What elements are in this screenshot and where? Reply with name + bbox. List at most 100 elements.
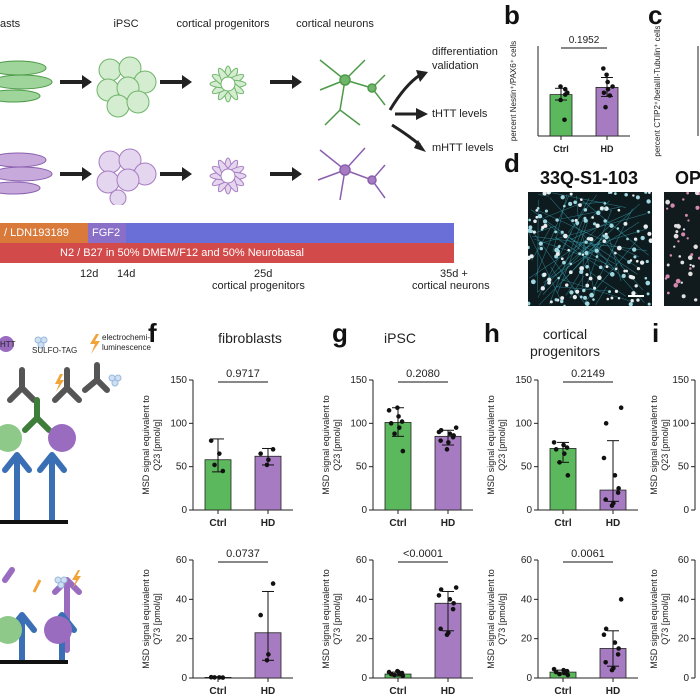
chart-f-top: MSD signal equivalent toQ23 [pmol/g] 0 50 1…	[141, 368, 293, 529]
data-point	[603, 497, 608, 502]
data-point	[562, 117, 567, 123]
p-value-label: 0.2080	[406, 368, 440, 380]
timeline-bar-n2b27: N2 / B27 in 50% DMEM/F12 and 50% Neuroba…	[0, 243, 454, 263]
y-tick-label: 60	[356, 555, 368, 566]
x-tick-label: HD	[601, 144, 614, 154]
sulfo-tag-icon	[34, 336, 48, 349]
data-point	[438, 626, 443, 632]
y-tick-label: 20	[356, 634, 368, 645]
y-axis-label: percent Nestin⁺/PAX6⁺ cells	[509, 41, 518, 141]
timeline-bar-blue	[126, 223, 454, 243]
y-tick-label: 60	[521, 555, 533, 566]
y-axis-label: MSD signal equivalent toQ23 [pmol/g]	[321, 395, 342, 495]
data-point	[601, 455, 607, 461]
legend-htt-label: HTT	[0, 340, 16, 349]
data-point	[450, 606, 456, 612]
data-point	[553, 447, 559, 452]
y-tick-label: 60	[176, 555, 188, 566]
data-point	[601, 66, 606, 71]
x-tick-label: HD	[261, 518, 275, 529]
data-point	[565, 90, 570, 96]
x-tick-label: Ctrl	[553, 144, 569, 154]
panel-letter-b: b	[504, 0, 520, 30]
y-tick-label: 150	[515, 375, 532, 386]
stage-label-cortical-progenitors: cortical progenitors	[176, 18, 270, 30]
chart-title-ipsc: iPSC	[384, 330, 416, 346]
y-axis-label: MSD signal equivalent toQ73 [pmol/g]	[141, 569, 162, 669]
data-point	[392, 431, 397, 437]
data-point	[446, 630, 451, 636]
legend-sulfo-label: SULFO-TAG	[32, 346, 78, 355]
data-point	[436, 593, 442, 598]
p-value-label: 0.2149	[571, 368, 605, 380]
y-axis-label: MSD signal equivalent toQ23 [pmol/g]	[649, 395, 670, 495]
x-tick-label: Ctrl	[554, 518, 571, 529]
timeline-tick-12d: 12d	[80, 268, 99, 280]
progenitor-hd-icon	[209, 157, 247, 195]
y-axis-label: MSD signal equivalent toQ73 [pmol/g]	[486, 569, 507, 669]
data-point	[603, 421, 609, 426]
y-tick-label: 100	[672, 418, 689, 429]
p-value-label: 0.1952	[569, 35, 600, 46]
y-axis-label: percent CTIP2⁺/betaIII-Tubulin⁺ cells	[653, 26, 662, 157]
micrograph-33q	[528, 192, 652, 306]
data-point	[438, 438, 443, 443]
data-point	[605, 79, 610, 85]
chart-c: percent CTIP2⁺/betaIII-Tubulin⁺ cells	[653, 26, 699, 157]
data-point	[616, 646, 621, 651]
data-point	[612, 473, 618, 478]
y-tick-label: 100	[170, 418, 187, 429]
panel-letter-d: d	[504, 148, 520, 178]
data-point	[603, 626, 609, 632]
data-point	[212, 462, 217, 468]
x-tick-label: Ctrl	[389, 686, 406, 697]
data-point	[616, 486, 621, 491]
y-tick-label: 20	[176, 634, 188, 645]
chart-b: percent Nestin⁺/PAX6⁺ cells Ctrl HD 0.1952	[509, 35, 630, 154]
stage-label-fibroblasts: asts	[0, 18, 21, 30]
timeline-tick-35d: 35d +	[440, 268, 468, 280]
msd-assay-illustration	[0, 334, 122, 664]
micrograph-op	[664, 192, 700, 306]
lightning-icon	[90, 334, 100, 354]
data-point	[399, 419, 405, 424]
y-tick-label: 0	[526, 505, 532, 516]
fibroblast-ctrl-icon	[0, 60, 53, 103]
data-point	[615, 490, 621, 495]
y-tick-label: 20	[678, 634, 690, 645]
data-point	[220, 468, 226, 474]
micrograph-title-1: 33Q-S1-103	[540, 168, 639, 188]
data-point	[615, 652, 621, 657]
data-point	[558, 84, 563, 89]
x-tick-label: Ctrl	[209, 518, 226, 529]
data-point	[601, 90, 607, 96]
data-point	[208, 438, 214, 443]
data-point	[551, 666, 557, 672]
timeline-bar-ldn: / LDN193189	[0, 223, 88, 243]
panel-letter-g: g	[332, 318, 348, 348]
x-tick-label: Ctrl	[209, 686, 226, 697]
y-axis-label: MSD signal equivalent toQ73 [pmol/g]	[649, 569, 670, 669]
timeline-bar-fgf2: FGF2	[88, 223, 126, 243]
data-point	[611, 500, 616, 506]
data-point	[611, 665, 616, 671]
data-point	[395, 668, 400, 674]
data-point	[258, 612, 263, 618]
y-tick-label: 0	[361, 505, 367, 516]
y-tick-label: 0	[361, 673, 367, 684]
timeline-tick-35d-sub: cortical neurons	[412, 280, 490, 292]
chart-g-bottom: MSD signal equivalent toQ73 [pmol/g] 0 20 4…	[321, 548, 473, 697]
timeline-tick-25d: 25d	[254, 268, 273, 280]
legend-electro-label: electrochemi- luminescence	[102, 333, 151, 352]
data-point	[386, 669, 392, 675]
panel-letter-i: i	[652, 318, 660, 348]
panel-letter-f: f	[148, 318, 157, 348]
data-point	[607, 93, 613, 98]
y-tick-label: 50	[521, 462, 533, 473]
timeline-tick-14d: 14d	[117, 268, 136, 280]
data-point	[603, 104, 608, 110]
y-tick-label: 0	[181, 505, 187, 516]
y-tick-label: 50	[356, 462, 368, 473]
chart-title-cortical-progenitors: cortical progenitors	[529, 326, 601, 359]
data-point	[551, 440, 557, 445]
